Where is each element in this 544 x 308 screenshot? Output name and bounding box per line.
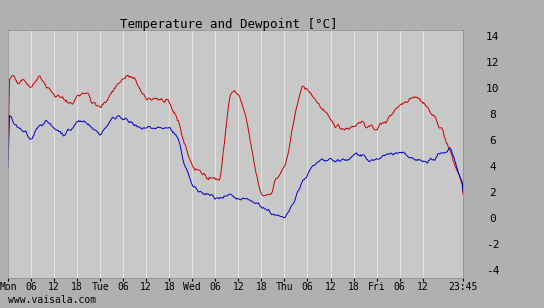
Text: 6: 6 bbox=[490, 136, 496, 146]
Text: -4: -4 bbox=[486, 266, 500, 277]
Text: 0: 0 bbox=[490, 214, 496, 224]
Text: 14: 14 bbox=[486, 31, 500, 42]
Text: 2: 2 bbox=[490, 188, 496, 198]
Text: Temperature and Dewpoint [°C]: Temperature and Dewpoint [°C] bbox=[120, 18, 337, 31]
Text: 8: 8 bbox=[490, 110, 496, 120]
Text: www.vaisala.com: www.vaisala.com bbox=[8, 295, 96, 305]
Text: 10: 10 bbox=[486, 84, 500, 94]
Text: 4: 4 bbox=[490, 162, 496, 172]
Text: -2: -2 bbox=[486, 240, 500, 250]
Text: 12: 12 bbox=[486, 58, 500, 68]
